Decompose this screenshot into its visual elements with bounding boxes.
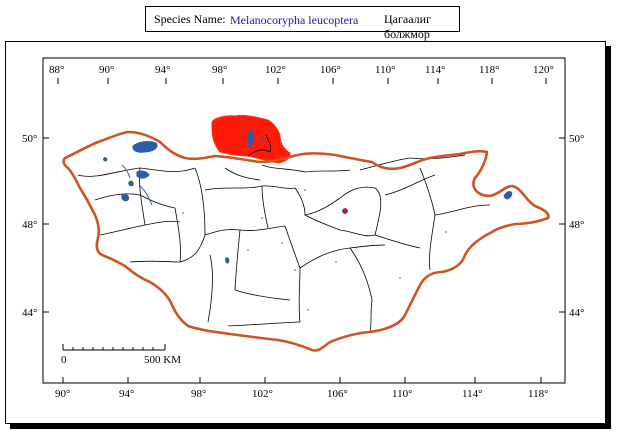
map-frame — [5, 41, 606, 424]
town-dot — [304, 189, 306, 191]
lake-small-2 — [103, 157, 108, 162]
lon-label-bottom-3: 102° — [252, 388, 273, 400]
top-tick-marks — [57, 78, 547, 84]
species-title-box: Species Name: Melanocorypha leucoptera Ц… — [145, 6, 460, 41]
lat-label-left-1: 48° — [22, 219, 37, 231]
town-dot — [182, 212, 184, 214]
lon-label-top-5: 106° — [320, 64, 341, 76]
lake-achit — [132, 141, 158, 153]
lon-label-bottom-7: 118° — [528, 388, 549, 400]
lake-orog — [225, 257, 230, 264]
town-dot — [294, 269, 296, 271]
lake-small-range — [261, 136, 265, 141]
town-dot — [307, 309, 309, 311]
lake-buir — [503, 191, 513, 200]
lat-label-right-2: 44° — [569, 307, 584, 319]
lake-khyargas — [136, 170, 150, 179]
scale-start-label: 0 — [61, 354, 67, 366]
town-dot — [445, 231, 447, 233]
water-bodies — [103, 141, 513, 264]
side-tick-marks — [43, 137, 565, 313]
rivers — [121, 164, 153, 206]
scale-bar — [62, 344, 166, 351]
town-dot — [179, 239, 181, 241]
lon-label-bottom-4: 106° — [327, 388, 348, 400]
species-name-label: Species Name: — [154, 12, 226, 26]
lon-label-top-4: 102° — [265, 64, 286, 76]
town-dot — [247, 249, 249, 251]
country-border — [62, 130, 550, 352]
lat-label-left-2: 44° — [22, 307, 37, 319]
lon-label-top-1: 90° — [99, 64, 114, 76]
graticule-frame — [42, 57, 566, 384]
lon-label-top-8: 118° — [479, 64, 500, 76]
lon-label-top-0: 88° — [49, 64, 64, 76]
lon-label-bottom-5: 110° — [392, 388, 413, 400]
lon-label-bottom-0: 90° — [55, 388, 70, 400]
capital-marker — [342, 208, 348, 214]
lon-label-top-2: 94° — [155, 64, 170, 76]
bottom-tick-marks — [62, 377, 542, 383]
lake-khuvsgul — [247, 129, 254, 148]
lon-label-top-3: 98° — [212, 64, 227, 76]
lon-label-bottom-2: 98° — [191, 388, 206, 400]
town-dot — [399, 277, 401, 279]
scientific-name: Melanocorypha leucoptera — [230, 13, 359, 27]
lake-khar-us — [121, 193, 129, 202]
settlement-markers — [179, 189, 447, 311]
lon-label-bottom-1: 94° — [119, 388, 134, 400]
lake-small-1 — [128, 180, 134, 187]
lon-label-top-7: 114° — [425, 64, 446, 76]
lon-label-top-6: 110° — [375, 64, 396, 76]
town-dot — [281, 242, 283, 244]
lat-label-right-1: 48° — [569, 219, 584, 231]
lon-label-top-9: 120° — [533, 64, 554, 76]
town-dot — [335, 261, 337, 263]
lat-label-right-0: 50° — [569, 133, 584, 145]
scale-end-label: 500 KM — [144, 354, 181, 366]
range-lakes — [247, 129, 265, 148]
range-internal-lines — [247, 134, 271, 157]
lon-label-bottom-6: 114° — [462, 388, 483, 400]
province-boundaries — [77, 154, 491, 333]
local-name: Цагаалиг болжмор — [384, 12, 432, 41]
lat-label-left-0: 50° — [22, 133, 37, 145]
town-dot — [261, 217, 263, 219]
